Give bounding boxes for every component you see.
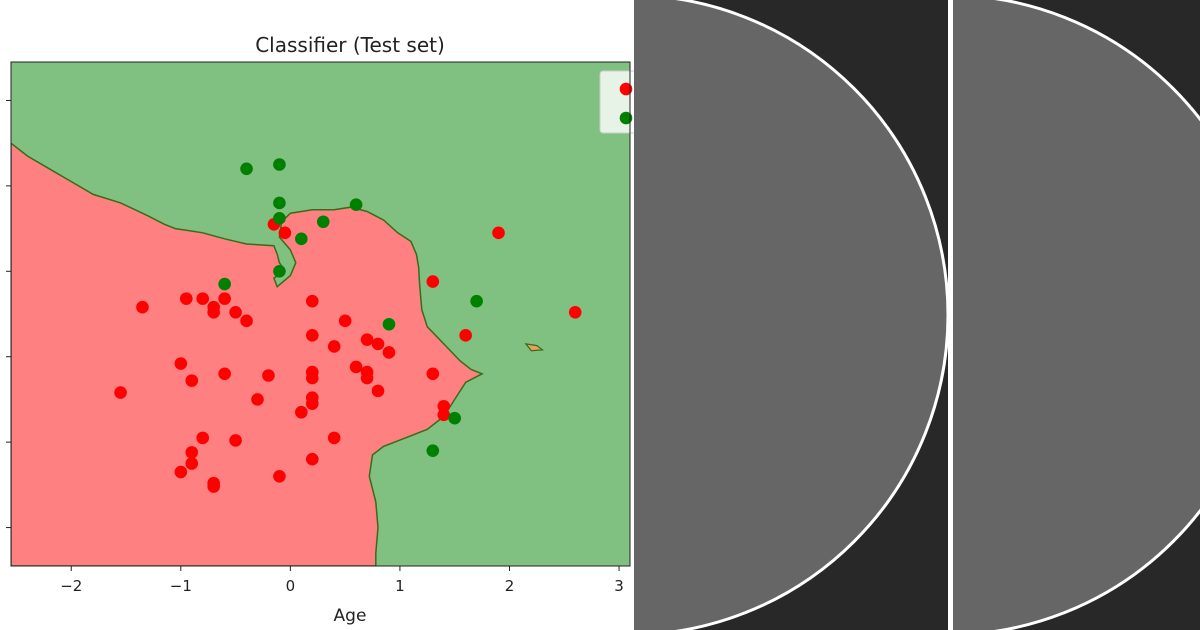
legend [599,70,634,134]
data-point-class0 [327,340,341,353]
data-point-class0 [459,329,472,342]
classifier-plot: Classifier (Test set) Age −2 −1 0 1 2 3 [6,33,634,626]
y-axis-ticks [6,99,11,529]
data-point-class1 [273,158,286,171]
dark-panel-left [634,0,948,630]
legend-marker-class1 [619,111,633,125]
x-tick-label: −1 [170,577,192,595]
dark-panel-right [953,0,1200,630]
data-point-class1 [382,317,396,331]
data-point-class0 [229,434,242,447]
data-point-class0 [240,314,253,328]
data-point-class0 [305,294,319,308]
data-point-class0 [360,371,374,385]
data-point-class0 [229,305,242,319]
data-point-class1 [470,294,483,308]
data-point-class0 [568,305,582,319]
data-point-class0 [492,226,505,240]
plot-frame [10,61,631,567]
data-point-class1 [273,212,286,225]
x-tick-label: 1 [395,577,405,595]
half-circle-graphic-left [634,0,948,630]
data-point-class0 [185,457,199,470]
data-point-class0 [273,470,286,483]
region-class0-island [524,343,544,352]
half-circle-shape [953,0,1200,630]
data-point-class1 [426,444,440,457]
data-point-class0 [174,357,188,370]
data-point-class0 [360,333,374,346]
data-point-class0 [327,431,341,445]
data-point-class0 [305,452,319,466]
data-point-class0 [278,226,292,240]
x-axis-ticks: −2 −1 0 1 2 3 [60,566,624,595]
data-point-class0 [305,329,319,342]
chart-title: Classifier (Test set) [255,33,445,57]
x-tick-label: −2 [60,577,82,595]
data-point-class1 [218,277,231,291]
data-point-class0 [371,384,385,398]
data-point-class0 [174,465,188,479]
half-circle-graphic-right [953,0,1200,630]
data-point-class0 [136,300,149,314]
data-point-class0 [305,371,319,385]
data-point-class0 [251,393,264,406]
data-point-class0 [426,367,440,381]
data-point-class1 [240,162,253,176]
data-point-class0 [338,314,352,328]
plot-area [11,62,630,566]
data-point-class1 [295,232,308,246]
data-point-class0 [196,431,210,445]
data-point-class0 [295,405,308,419]
data-point-class1 [273,196,286,210]
data-point-class0 [196,292,210,305]
data-point-class0 [207,480,220,493]
data-point-class1 [349,198,363,211]
data-point-class1 [316,215,330,229]
data-point-class0 [371,337,385,351]
data-point-class0 [262,369,275,382]
data-point-class0 [437,408,451,422]
data-point-class0 [114,386,127,399]
data-point-class0 [185,446,199,459]
data-point-class0 [185,374,199,387]
data-point-class0 [349,360,363,374]
legend-box [599,70,634,134]
x-axis-label: Age [334,606,367,626]
x-tick-label: 3 [614,577,624,595]
data-point-class1 [448,411,462,425]
half-circle-shape [634,0,948,630]
data-point-class0 [305,397,319,410]
data-point-class0 [382,346,396,359]
x-tick-label: 2 [505,577,515,595]
data-point-class1 [273,264,286,278]
data-point-class0 [207,305,220,319]
data-point-class0 [426,275,440,288]
legend-marker-class0 [619,82,633,96]
data-point-class0 [179,292,193,305]
data-point-class0 [218,292,231,305]
x-tick-label: 0 [286,577,296,595]
data-point-class0 [218,367,231,381]
